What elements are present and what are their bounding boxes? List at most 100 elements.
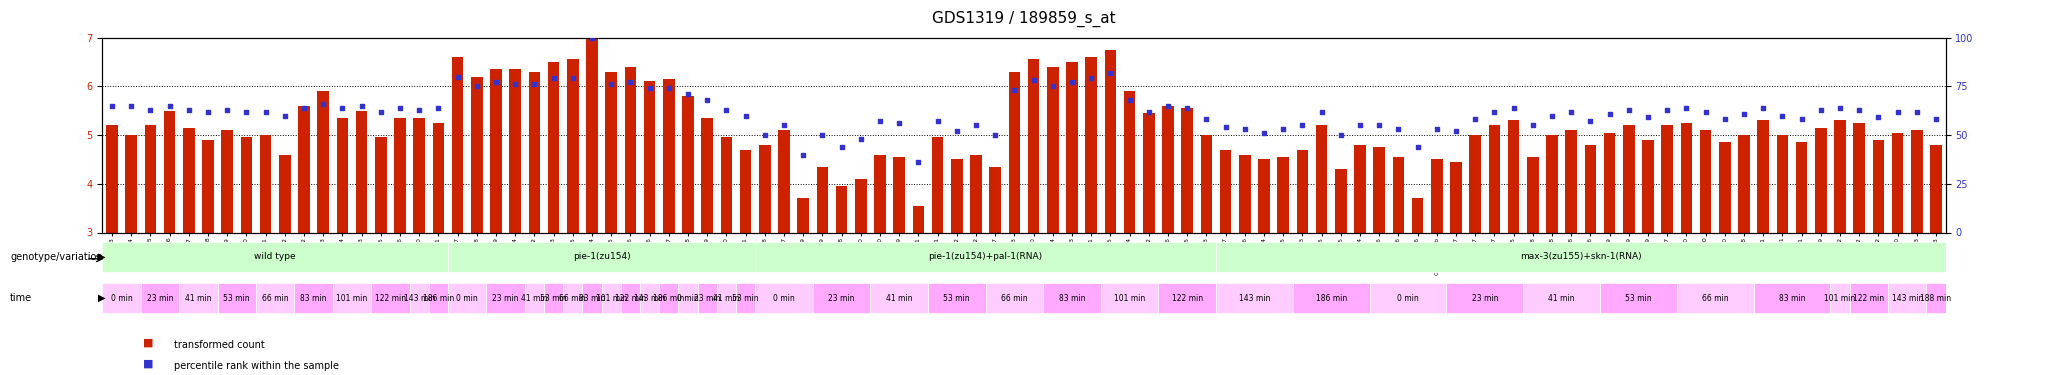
Point (807, 132, 840, 138)
Point (883, 120, 915, 126)
Bar (221, 130, 233, 232)
FancyBboxPatch shape (1446, 283, 1524, 314)
Bar (356, 111, 367, 232)
Point (307, 101, 340, 107)
Bar (1047, 67, 1059, 232)
Point (1708, 116, 1741, 122)
Point (193, 109, 225, 115)
Point (383, 105, 416, 111)
Bar (1661, 125, 1673, 232)
Bar (625, 67, 637, 232)
Text: percentile rank within the sample: percentile rank within the sample (174, 361, 340, 370)
Bar (567, 59, 578, 232)
Bar (817, 166, 827, 232)
Bar (242, 138, 252, 232)
FancyBboxPatch shape (870, 283, 928, 314)
FancyBboxPatch shape (449, 242, 756, 272)
Point (1747, 105, 1780, 111)
Bar (721, 138, 733, 232)
FancyBboxPatch shape (1524, 283, 1599, 314)
Bar (453, 57, 463, 232)
FancyBboxPatch shape (756, 242, 1217, 272)
Point (1055, 80, 1087, 86)
Text: time: time (10, 293, 33, 303)
Point (864, 118, 897, 124)
Point (1651, 106, 1683, 112)
Bar (510, 69, 520, 232)
Text: 143 min: 143 min (1892, 294, 1923, 303)
Point (1114, 97, 1147, 103)
Bar (1470, 135, 1481, 232)
FancyBboxPatch shape (1042, 283, 1102, 314)
Text: 66 min: 66 min (1001, 294, 1028, 303)
Point (1382, 126, 1415, 132)
FancyBboxPatch shape (1159, 283, 1217, 314)
Text: 186 min: 186 min (1315, 294, 1348, 303)
Point (1862, 114, 1894, 120)
FancyBboxPatch shape (1888, 283, 1927, 314)
Point (1479, 109, 1511, 115)
Text: ▶: ▶ (98, 293, 106, 303)
Point (479, 80, 512, 86)
FancyBboxPatch shape (102, 242, 449, 272)
Point (229, 109, 262, 115)
Bar (1124, 91, 1135, 232)
Point (1190, 116, 1223, 122)
Text: 41 min: 41 min (184, 294, 211, 303)
Bar (836, 186, 848, 232)
Text: 143 min: 143 min (1239, 294, 1270, 303)
Point (922, 118, 954, 124)
FancyBboxPatch shape (1677, 283, 1753, 314)
Bar (1067, 62, 1077, 232)
Point (1669, 105, 1702, 111)
FancyBboxPatch shape (410, 283, 428, 314)
Bar (1681, 123, 1692, 232)
Bar (643, 81, 655, 232)
FancyBboxPatch shape (735, 283, 756, 314)
FancyBboxPatch shape (295, 283, 332, 314)
FancyBboxPatch shape (698, 283, 717, 314)
Text: 66 min: 66 min (559, 294, 586, 303)
Bar (125, 135, 137, 232)
Point (1536, 112, 1569, 118)
Bar (375, 138, 387, 232)
Point (940, 128, 973, 134)
Bar (1411, 198, 1423, 232)
Bar (760, 145, 770, 232)
Text: 122 min: 122 min (1853, 294, 1884, 303)
Text: 0 min: 0 min (678, 294, 698, 303)
Point (1440, 128, 1473, 134)
Bar (1450, 162, 1462, 232)
FancyBboxPatch shape (563, 283, 582, 314)
Text: 41 min: 41 min (887, 294, 913, 303)
Point (786, 152, 819, 157)
Text: 53 min: 53 min (733, 294, 760, 303)
Text: 23 min: 23 min (1473, 294, 1497, 303)
FancyBboxPatch shape (1217, 283, 1292, 314)
Bar (182, 128, 195, 232)
Point (1421, 126, 1454, 132)
Bar (1200, 135, 1212, 232)
Bar (1622, 125, 1634, 232)
Text: transformed count: transformed count (174, 340, 264, 350)
Point (594, 81, 627, 87)
Bar (1835, 120, 1845, 232)
Bar (1778, 135, 1788, 232)
Point (557, 75, 590, 81)
Point (461, 83, 494, 89)
Text: 0 min: 0 min (1397, 294, 1419, 303)
Text: 83 min: 83 min (1780, 294, 1804, 303)
Bar (1546, 135, 1559, 232)
FancyBboxPatch shape (1370, 283, 1446, 314)
Bar (1585, 145, 1595, 232)
Point (422, 105, 455, 111)
Point (614, 80, 647, 86)
Point (346, 103, 379, 109)
FancyBboxPatch shape (717, 283, 735, 314)
FancyBboxPatch shape (1927, 283, 1946, 314)
Point (115, 103, 147, 109)
Bar (874, 154, 885, 232)
Bar (739, 150, 752, 232)
Bar (1374, 147, 1384, 232)
Text: 188 min: 188 min (1921, 294, 1952, 303)
